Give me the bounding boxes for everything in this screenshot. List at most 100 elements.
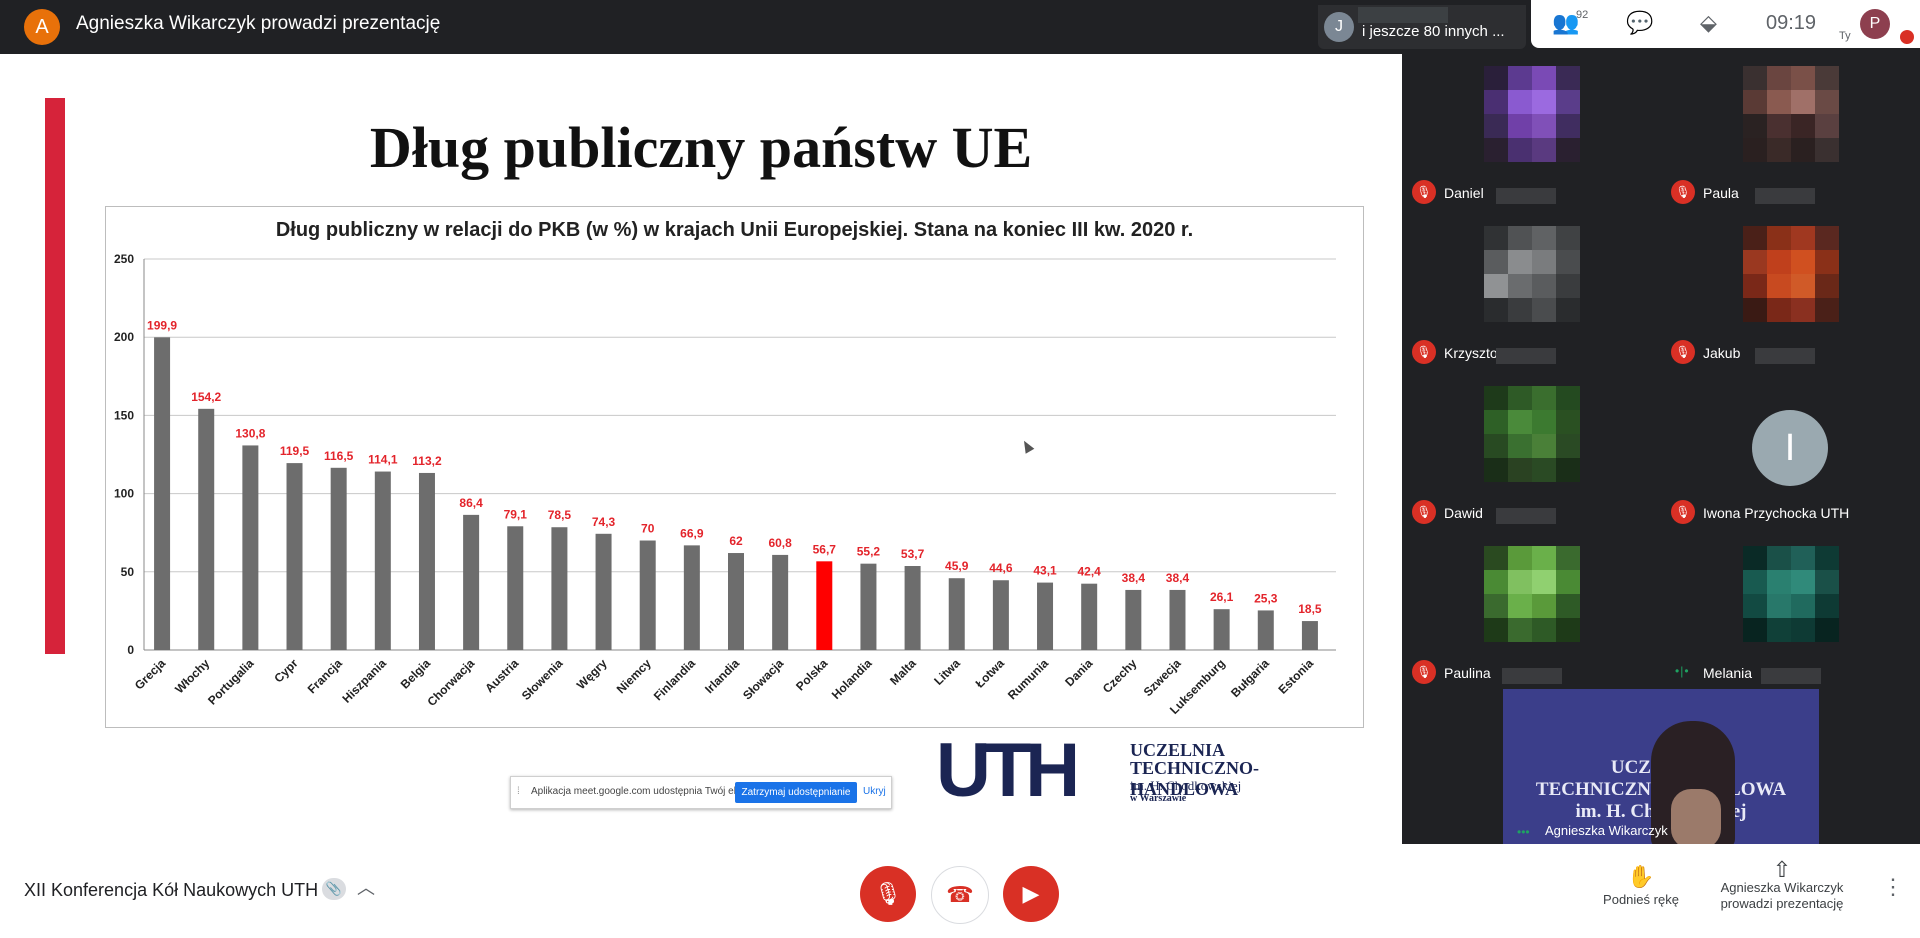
speaking-indicator-icon: ••• <box>1517 825 1530 839</box>
data-label: 55,2 <box>857 545 881 559</box>
microphone-toggle-button[interactable]: 🎙 <box>860 866 916 922</box>
video-pixel <box>1767 114 1791 138</box>
x-tick-label: Rumunia <box>1005 656 1051 702</box>
video-pixel <box>1484 274 1508 298</box>
participant-tile[interactable]: 🎙 Jakub <box>1661 214 1920 374</box>
my-avatar[interactable]: P <box>1860 9 1890 39</box>
chart-bar <box>374 471 391 650</box>
video-pixel <box>1791 274 1815 298</box>
chart-bar <box>1169 589 1186 650</box>
presenter-avatar: A <box>24 9 60 45</box>
chart-bar <box>816 561 833 650</box>
data-label: 119,5 <box>280 444 310 458</box>
chart-bar <box>198 408 215 650</box>
hide-share-bar-button[interactable]: Ukryj <box>863 786 886 797</box>
x-tick-label: Włochy <box>172 656 212 696</box>
participant-tile[interactable]: 🎙 Krzysztof <box>1402 214 1661 374</box>
chart-bar <box>330 467 347 650</box>
chart-bar <box>860 563 877 650</box>
presenter-video-tile[interactable]: UCZELNIA TECHNICZNO-HANDLOWA im. H. Chod… <box>1503 689 1819 849</box>
video-pixel <box>1484 66 1508 90</box>
data-label: 42,4 <box>1078 565 1102 579</box>
participant-tile[interactable]: •|• Melania <box>1661 534 1920 694</box>
participant-tile[interactable]: 🎙 Paulina <box>1402 534 1661 694</box>
video-pixel <box>1532 298 1556 322</box>
leave-call-button[interactable]: ☎ <box>931 866 989 924</box>
hang-up-icon: ☎ <box>946 882 974 907</box>
x-tick-label: Francja <box>305 656 345 696</box>
logo-line-2: TECHNICZNO-HANDLOWA <box>1130 758 1260 799</box>
video-pixel <box>1815 250 1839 274</box>
activities-icon[interactable]: ⬙ <box>1700 10 1717 35</box>
you-label: Ty <box>1839 30 1851 42</box>
video-pixel <box>1532 226 1556 250</box>
chart-bar <box>639 540 656 650</box>
video-pixel <box>1508 570 1532 594</box>
meeting-title[interactable]: XII Konferencja Kół Naukowych UTH <box>24 880 319 900</box>
video-pixel <box>1815 546 1839 570</box>
video-pixel <box>1743 138 1767 162</box>
more-options-icon[interactable]: ⋮ <box>1882 874 1904 899</box>
video-pixel <box>1791 570 1815 594</box>
shared-screen-slide: Dług publiczny państw UE Dług publiczny … <box>0 54 1402 844</box>
x-tick-label: Czechy <box>1100 656 1140 696</box>
top-bar: A Agnieszka Wikarczyk prowadzi prezentac… <box>0 0 1920 54</box>
participant-name: Daniel <box>1444 185 1484 201</box>
other-participants-chip[interactable]: J i jeszcze 80 innych ... <box>1318 5 1526 49</box>
participant-tile[interactable]: 🎙 Daniel <box>1402 54 1661 214</box>
video-pixel <box>1815 66 1839 90</box>
chart-bar <box>1125 589 1142 650</box>
video-pixel <box>1532 90 1556 114</box>
attachment-icon[interactable]: 📎 <box>322 878 346 900</box>
my-mic-off-icon <box>1900 30 1914 44</box>
video-pixel <box>1743 250 1767 274</box>
data-label: 130,8 <box>235 426 265 440</box>
video-pixel <box>1532 458 1556 482</box>
chart-bar <box>772 554 789 650</box>
x-tick-label: Malta <box>887 656 919 688</box>
presenting-label: Agnieszka Wikarczyk prowadzi prezentację <box>1720 880 1844 911</box>
chart-bar <box>595 533 612 650</box>
video-pixel <box>1484 410 1508 434</box>
x-tick-label: Estonia <box>1275 656 1316 697</box>
data-label: 116,5 <box>324 449 354 463</box>
presenting-button[interactable]: ⇧ Agnieszka Wikarczyk prowadzi prezentac… <box>1712 859 1852 912</box>
participant-tile[interactable]: 🎙 Paula <box>1661 54 1920 214</box>
video-pixel <box>1767 274 1791 298</box>
chevron-up-icon[interactable]: ︿ <box>357 878 375 898</box>
chart-frame: Dług publiczny w relacji do PKB (w %) w … <box>105 206 1364 728</box>
raise-hand-button[interactable]: ✋ Podnieś rękę <box>1595 864 1687 907</box>
participant-name: Dawid <box>1444 505 1483 521</box>
stop-sharing-button[interactable]: Zatrzymaj udostępnianie <box>735 782 857 803</box>
mic-off-icon: 🎙 <box>1412 340 1436 364</box>
chart-bar <box>418 472 435 650</box>
video-pixel <box>1815 138 1839 162</box>
people-icon[interactable]: 👥 <box>1552 10 1580 35</box>
share-bar-text: Aplikacja meet.google.com udostępnia Twó… <box>531 786 756 797</box>
participants-count-badge: 92 <box>1576 9 1589 21</box>
video-pixel <box>1484 226 1508 250</box>
video-pixel <box>1508 138 1532 162</box>
x-tick-label: Holandia <box>829 656 875 702</box>
mic-off-icon: 🎙 <box>874 881 902 906</box>
presenter-title: Agnieszka Wikarczyk prowadzi prezentację <box>76 13 441 34</box>
camera-toggle-button[interactable]: ▶ <box>1003 866 1059 922</box>
data-label: 113,2 <box>412 454 442 468</box>
logo-line-1: UCZELNIA <box>1130 740 1226 760</box>
video-pixel <box>1743 274 1767 298</box>
video-pixel <box>1556 114 1580 138</box>
drag-handle-icon[interactable]: ⁞ <box>517 786 520 797</box>
data-label: 53,7 <box>901 547 925 561</box>
video-pixel <box>1532 250 1556 274</box>
video-pixel <box>1532 434 1556 458</box>
video-pixel <box>1556 66 1580 90</box>
video-pixel <box>1532 594 1556 618</box>
chat-icon[interactable]: 💬 <box>1626 10 1654 35</box>
video-pixel <box>1556 618 1580 642</box>
participant-video <box>1743 546 1839 642</box>
x-tick-label: Cypr <box>271 656 300 685</box>
participant-tile[interactable]: 🎙 Iwona Przychocka UTH <box>1661 374 1920 534</box>
participant-tile[interactable]: 🎙 Dawid <box>1402 374 1661 534</box>
video-pixel <box>1791 546 1815 570</box>
data-label: 114,1 <box>368 453 398 467</box>
